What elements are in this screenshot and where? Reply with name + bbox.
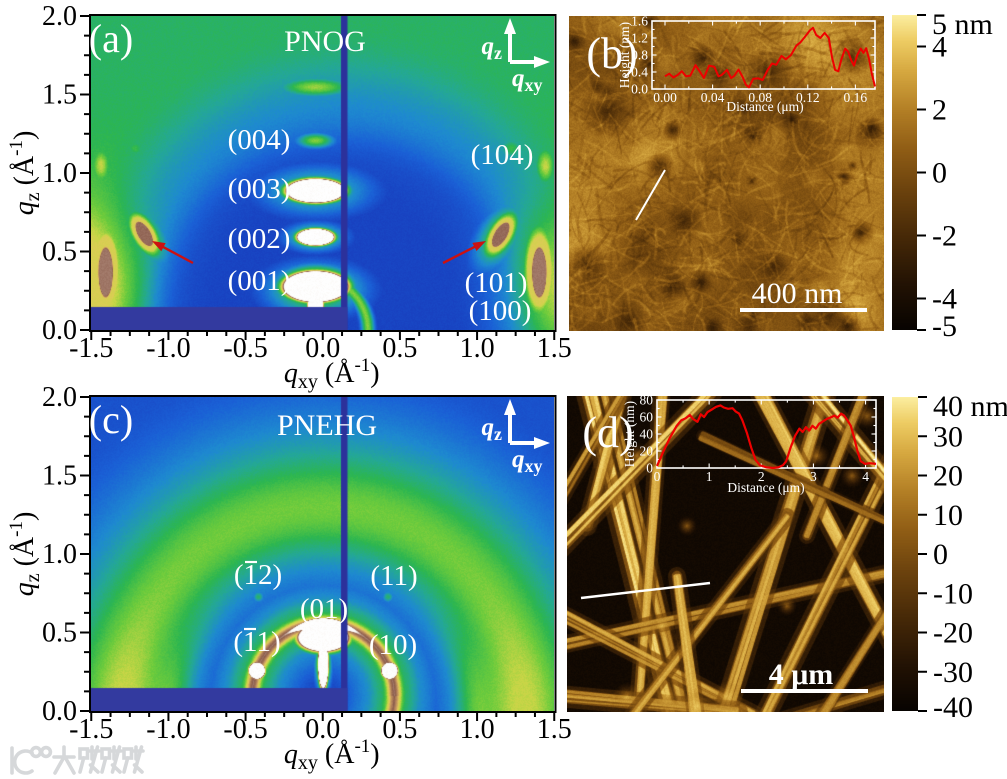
svg-text:1.5: 1.5: [42, 80, 77, 111]
svg-text:60: 60: [640, 410, 654, 425]
svg-text:20: 20: [640, 444, 654, 459]
svg-text:0.08: 0.08: [748, 90, 772, 105]
svg-text:0.16: 0.16: [844, 90, 868, 105]
svg-text:2: 2: [932, 94, 947, 127]
svg-text:5 nm: 5 nm: [932, 8, 993, 41]
svg-text:0: 0: [932, 157, 947, 190]
svg-text:10: 10: [933, 499, 963, 532]
svg-text:4: 4: [932, 31, 947, 64]
svg-text:0.12: 0.12: [796, 90, 820, 105]
svg-text:qxy: qxy: [512, 446, 543, 476]
svg-text:0: 0: [933, 538, 948, 571]
svg-text:80: 80: [640, 393, 654, 408]
svg-text:0.0: 0.0: [305, 333, 340, 364]
svg-text:1.6: 1.6: [631, 14, 648, 29]
svg-text:0.5: 0.5: [382, 333, 417, 364]
svg-text:(004): (004): [228, 124, 291, 156]
svg-text:Height (nm): Height (nm): [622, 401, 637, 467]
svg-text:(12): (12): [234, 559, 282, 591]
svg-text:0.0: 0.0: [42, 696, 77, 727]
svg-text:1: 1: [706, 469, 713, 484]
svg-text:4 μm: 4 μm: [769, 658, 834, 691]
svg-text:(11): (11): [233, 626, 280, 658]
svg-text:1.5: 1.5: [537, 333, 572, 364]
svg-text:0.04: 0.04: [701, 90, 725, 105]
svg-text:Height (nm): Height (nm): [617, 22, 632, 88]
svg-text:qz (Å-1): qz (Å-1): [6, 512, 44, 597]
svg-text:40: 40: [640, 427, 654, 442]
svg-text:0.4: 0.4: [631, 65, 648, 80]
svg-text:1.0: 1.0: [42, 158, 77, 189]
svg-text:40 nm: 40 nm: [933, 390, 1007, 423]
svg-text:-20: -20: [933, 617, 973, 650]
svg-text:0.5: 0.5: [42, 618, 77, 649]
svg-text:(11): (11): [370, 560, 417, 592]
svg-text:0.00: 0.00: [653, 90, 677, 105]
svg-text:-1.0: -1.0: [146, 333, 190, 364]
svg-text:-1.5: -1.5: [69, 714, 113, 745]
svg-text:0.5: 0.5: [42, 237, 77, 268]
svg-text:qz: qz: [482, 414, 503, 444]
svg-text:(c): (c): [89, 397, 133, 442]
svg-text:-0.5: -0.5: [223, 333, 267, 364]
svg-text:qxy (Å-1): qxy (Å-1): [284, 736, 380, 774]
svg-text:1.2: 1.2: [631, 31, 648, 46]
svg-text:0: 0: [646, 461, 653, 476]
svg-text:(001): (001): [228, 265, 291, 297]
svg-text:-4: -4: [932, 283, 957, 316]
svg-text:0.0: 0.0: [631, 82, 648, 97]
svg-text:2.0: 2.0: [42, 382, 77, 413]
svg-text:-30: -30: [933, 656, 973, 689]
svg-text:20: 20: [933, 460, 963, 493]
svg-text:qz (Å-1): qz (Å-1): [6, 131, 44, 216]
svg-text:0.0: 0.0: [305, 714, 340, 745]
svg-text:Distance (μm): Distance (μm): [726, 99, 803, 114]
svg-text:1.0: 1.0: [42, 539, 77, 570]
svg-text:qxy (Å-1): qxy (Å-1): [284, 355, 380, 393]
svg-text:(003): (003): [228, 173, 291, 205]
svg-text:0.8: 0.8: [631, 48, 648, 63]
svg-text:qz: qz: [482, 33, 503, 63]
svg-text:0: 0: [654, 469, 661, 484]
svg-text:-5: -5: [932, 310, 957, 343]
svg-text:-1.0: -1.0: [146, 714, 190, 745]
svg-text:(104): (104): [471, 139, 534, 171]
svg-text:(10): (10): [369, 629, 417, 661]
svg-text:Distance (μm): Distance (μm): [727, 480, 804, 495]
svg-text:30: 30: [933, 420, 963, 453]
svg-text:-2: -2: [932, 220, 957, 253]
svg-text:4: 4: [862, 469, 869, 484]
svg-text:qxy: qxy: [512, 65, 543, 95]
svg-text:2.0: 2.0: [42, 1, 77, 32]
svg-text:-10: -10: [933, 577, 973, 610]
svg-text:3: 3: [810, 469, 817, 484]
svg-text:0.5: 0.5: [382, 714, 417, 745]
svg-text:PNOG: PNOG: [284, 25, 366, 58]
svg-text:(100): (100): [469, 295, 532, 327]
svg-text:400 nm: 400 nm: [752, 277, 843, 310]
svg-text:(01): (01): [300, 593, 348, 625]
svg-text:1.5: 1.5: [42, 461, 77, 492]
svg-text:-40: -40: [933, 691, 973, 724]
svg-text:(d): (d): [582, 408, 633, 457]
svg-text:1.0: 1.0: [460, 714, 495, 745]
svg-text:-1.5: -1.5: [69, 333, 113, 364]
svg-text:PNEHG: PNEHG: [277, 409, 377, 442]
svg-text:2: 2: [758, 469, 765, 484]
svg-text:(002): (002): [228, 223, 291, 255]
svg-text:1.5: 1.5: [537, 714, 572, 745]
svg-text:1.0: 1.0: [460, 333, 495, 364]
svg-text:-0.5: -0.5: [223, 714, 267, 745]
svg-text:(a): (a): [89, 16, 133, 61]
svg-text:(b): (b): [586, 29, 637, 78]
svg-text:(101): (101): [465, 267, 528, 299]
svg-text:0.0: 0.0: [42, 315, 77, 346]
